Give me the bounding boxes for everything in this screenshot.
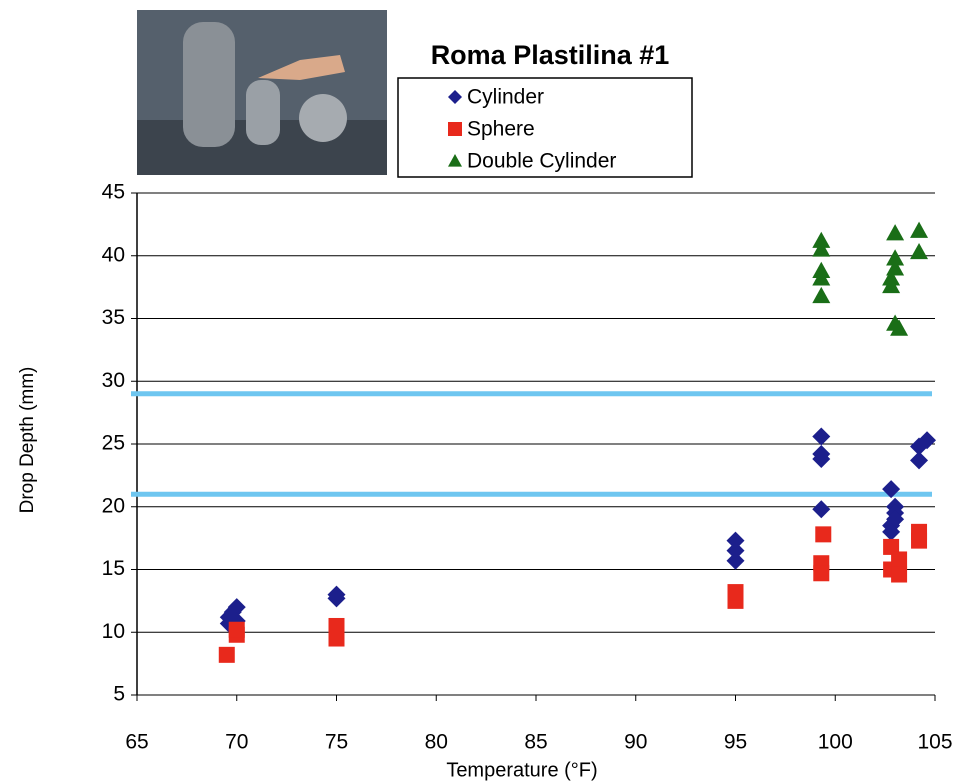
legend-marker bbox=[448, 90, 462, 104]
x-tick-label: 100 bbox=[818, 731, 853, 754]
point bbox=[882, 522, 901, 541]
x-tick-label: 105 bbox=[917, 731, 952, 754]
y-tick-label: 25 bbox=[102, 432, 125, 455]
y-tick-label: 35 bbox=[102, 306, 125, 329]
point bbox=[882, 480, 901, 499]
y-tick-label: 15 bbox=[102, 557, 125, 580]
point bbox=[910, 242, 929, 260]
y-tick-label: 45 bbox=[102, 181, 125, 204]
point bbox=[812, 500, 831, 519]
x-tick-label: 90 bbox=[624, 731, 647, 754]
legend-marker bbox=[448, 154, 462, 167]
legend-marker bbox=[448, 122, 462, 136]
point bbox=[886, 224, 905, 241]
legend-label: Double Cylinder bbox=[467, 150, 616, 173]
point bbox=[891, 551, 908, 568]
x-tick-label: 70 bbox=[225, 731, 248, 754]
point bbox=[327, 585, 346, 604]
point bbox=[328, 630, 345, 647]
y-tick-label: 5 bbox=[113, 683, 125, 706]
y-tick-label: 40 bbox=[102, 243, 125, 266]
point bbox=[812, 240, 831, 257]
x-tick-label: 95 bbox=[724, 731, 747, 754]
point bbox=[726, 541, 745, 560]
point bbox=[886, 249, 905, 266]
point bbox=[812, 231, 831, 248]
point bbox=[228, 621, 245, 638]
point bbox=[911, 532, 928, 549]
point bbox=[886, 259, 905, 276]
y-tick-label: 20 bbox=[102, 494, 125, 517]
point bbox=[812, 427, 831, 446]
legend-label: Cylinder bbox=[467, 86, 544, 109]
point bbox=[918, 431, 937, 450]
point bbox=[812, 269, 831, 286]
point bbox=[812, 286, 831, 304]
x-tick-label: 80 bbox=[425, 731, 448, 754]
x-axis-title: Temperature (°F) bbox=[446, 759, 597, 781]
photo bbox=[137, 10, 387, 175]
legend-label: Sphere bbox=[467, 118, 535, 141]
y-tick-label: 10 bbox=[102, 620, 125, 643]
point bbox=[328, 617, 345, 634]
point bbox=[910, 221, 929, 238]
x-tick-label: 65 bbox=[125, 731, 148, 754]
point bbox=[813, 565, 830, 582]
point bbox=[726, 531, 745, 550]
chart-title: Roma Plastilina #1 bbox=[431, 40, 670, 70]
legend bbox=[397, 77, 693, 178]
point bbox=[910, 451, 929, 470]
point bbox=[218, 646, 235, 663]
point bbox=[883, 538, 900, 555]
point bbox=[815, 526, 832, 543]
y-axis-title: Drop Depth (mm) bbox=[17, 367, 38, 514]
point bbox=[890, 319, 909, 336]
x-tick-label: 75 bbox=[325, 731, 348, 754]
point bbox=[227, 598, 246, 617]
point bbox=[726, 551, 745, 570]
y-tick-label: 30 bbox=[102, 369, 125, 392]
point bbox=[891, 566, 908, 583]
point bbox=[812, 450, 831, 469]
x-tick-label: 85 bbox=[524, 731, 547, 754]
point bbox=[882, 269, 901, 286]
point bbox=[727, 584, 744, 601]
